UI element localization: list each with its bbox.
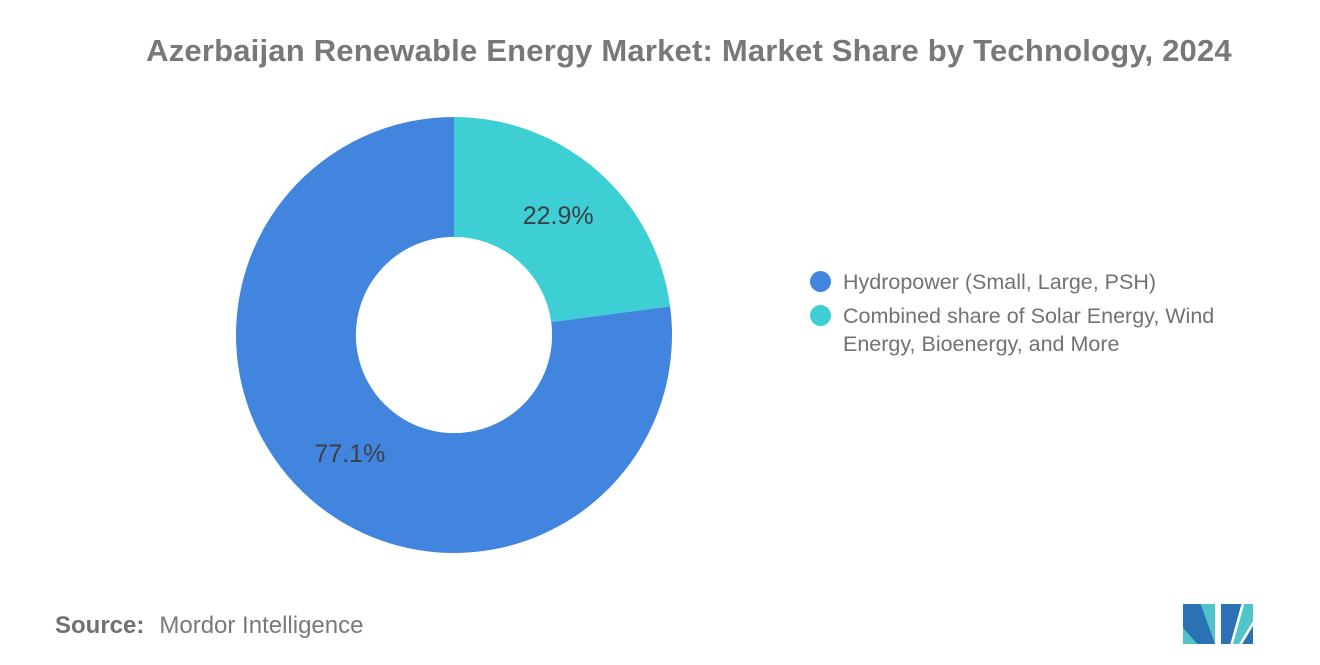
- legend-item-hydropower[interactable]: Hydropower (Small, Large, PSH): [810, 268, 1240, 296]
- chart-title: Azerbaijan Renewable Energy Market: Mark…: [146, 33, 1232, 68]
- source-line: Source: Mordor Intelligence: [55, 612, 363, 640]
- source-label: Source:: [55, 612, 145, 639]
- source-value: Mordor Intelligence: [159, 612, 364, 639]
- pie-slice-combined-share[interactable]: [454, 117, 671, 323]
- pie-slice-hydropower-small[interactable]: [235, 117, 672, 553]
- legend-marker-hydropower-icon: [810, 271, 831, 292]
- chart-legend: Hydropower (Small, Large, PSH) Combined …: [810, 268, 1240, 358]
- mordor-intelligence-logo: [1183, 603, 1253, 646]
- legend-label-hydropower: Hydropower (Small, Large, PSH): [843, 270, 1157, 294]
- legend-item-combined-share[interactable]: Combined share of Solar Energy, Wind Ene…: [810, 302, 1240, 358]
- legend-marker-combined-share-icon: [810, 305, 831, 326]
- pie-data-label-combined-share: 22.9%: [523, 202, 594, 230]
- pie-data-label-hydropower-small: 77.1%: [314, 440, 385, 468]
- legend-label-combined-share: Combined share of Solar Energy, Wind Ene…: [843, 304, 1215, 356]
